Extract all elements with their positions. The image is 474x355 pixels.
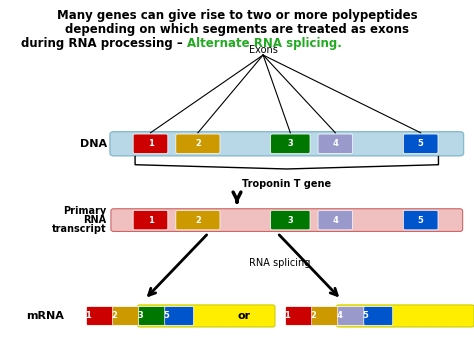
FancyBboxPatch shape xyxy=(285,307,314,325)
Text: Exons: Exons xyxy=(249,45,277,55)
FancyBboxPatch shape xyxy=(110,132,464,156)
Text: 4: 4 xyxy=(332,215,338,225)
Text: Many genes can give rise to two or more polypeptides: Many genes can give rise to two or more … xyxy=(57,9,417,22)
Text: 5: 5 xyxy=(418,139,424,148)
FancyBboxPatch shape xyxy=(133,211,168,230)
FancyBboxPatch shape xyxy=(311,307,340,325)
Text: 2: 2 xyxy=(195,215,201,225)
Text: RNA: RNA xyxy=(83,215,107,225)
Text: depending on which segments are treated as exons: depending on which segments are treated … xyxy=(65,23,409,36)
FancyBboxPatch shape xyxy=(318,134,353,153)
Text: Troponin T gene: Troponin T gene xyxy=(242,179,331,189)
Text: Alternate RNA splicing.: Alternate RNA splicing. xyxy=(187,37,342,50)
FancyBboxPatch shape xyxy=(111,209,463,231)
Text: 3: 3 xyxy=(287,139,293,148)
FancyBboxPatch shape xyxy=(138,307,168,325)
Text: 5: 5 xyxy=(362,311,368,321)
Text: during RNA processing –: during RNA processing – xyxy=(21,37,187,50)
Text: 5: 5 xyxy=(418,215,424,225)
FancyBboxPatch shape xyxy=(337,307,367,325)
Text: 1: 1 xyxy=(85,311,91,321)
Text: 2: 2 xyxy=(111,311,117,321)
FancyBboxPatch shape xyxy=(137,305,275,327)
Text: 4: 4 xyxy=(332,139,338,148)
FancyBboxPatch shape xyxy=(112,307,141,325)
Text: RNA splicing: RNA splicing xyxy=(249,258,310,268)
FancyBboxPatch shape xyxy=(403,134,438,153)
Text: 5: 5 xyxy=(163,311,169,321)
Text: 1: 1 xyxy=(147,139,154,148)
Text: mRNA: mRNA xyxy=(26,311,64,321)
Text: DNA: DNA xyxy=(80,139,107,149)
FancyBboxPatch shape xyxy=(133,134,168,153)
Text: 1: 1 xyxy=(284,311,290,321)
Text: 1: 1 xyxy=(147,215,154,225)
FancyBboxPatch shape xyxy=(86,307,115,325)
Text: 3: 3 xyxy=(137,311,143,321)
FancyBboxPatch shape xyxy=(165,307,194,325)
FancyBboxPatch shape xyxy=(176,134,220,153)
FancyBboxPatch shape xyxy=(337,305,474,327)
FancyBboxPatch shape xyxy=(403,211,438,230)
FancyBboxPatch shape xyxy=(271,134,310,153)
FancyBboxPatch shape xyxy=(364,307,392,325)
Text: 2: 2 xyxy=(310,311,316,321)
Text: Primary: Primary xyxy=(64,206,107,216)
Text: 4: 4 xyxy=(336,311,342,321)
Text: 2: 2 xyxy=(195,139,201,148)
FancyBboxPatch shape xyxy=(176,211,220,230)
FancyBboxPatch shape xyxy=(318,211,353,230)
Text: or: or xyxy=(237,311,251,321)
Text: 3: 3 xyxy=(287,215,293,225)
FancyBboxPatch shape xyxy=(271,211,310,230)
Text: transcript: transcript xyxy=(52,224,107,234)
